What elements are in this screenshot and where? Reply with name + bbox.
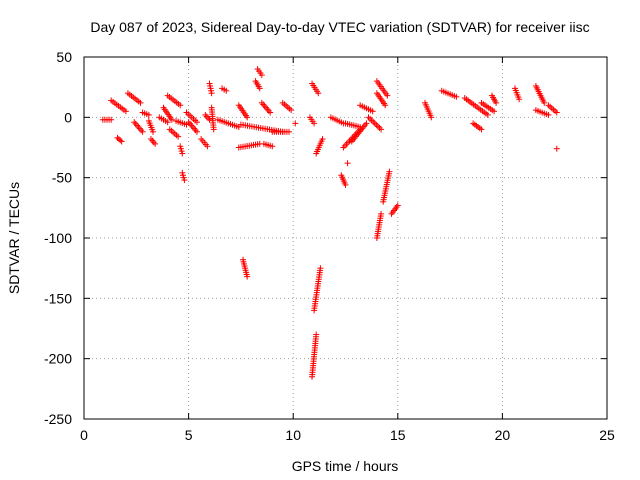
data-point — [378, 210, 385, 217]
data-point — [317, 265, 324, 272]
y-tick-label: -50 — [52, 170, 72, 186]
data-point — [118, 138, 125, 145]
data-point — [117, 137, 124, 144]
data-point — [267, 109, 274, 116]
data-point — [344, 160, 351, 167]
data-point — [319, 136, 326, 143]
data-point — [453, 93, 460, 100]
data-point — [313, 331, 320, 338]
data-point — [139, 128, 146, 135]
data-point — [175, 133, 182, 140]
data-point — [363, 120, 370, 127]
x-tick-label: 15 — [390, 427, 406, 443]
x-tick-label: 25 — [599, 427, 615, 443]
data-point — [208, 90, 215, 97]
data-point — [553, 145, 560, 152]
data-point — [493, 99, 500, 106]
data-point — [382, 102, 389, 109]
data-point — [491, 108, 498, 115]
data-points — [99, 66, 560, 380]
data-point — [370, 118, 377, 125]
data-point — [516, 96, 523, 103]
y-tick-label: -150 — [44, 290, 72, 306]
x-tick-label: 20 — [495, 427, 511, 443]
y-axis-label: SDTVAR / TECUs — [6, 182, 22, 294]
data-point — [292, 120, 299, 127]
data-point — [368, 117, 375, 124]
data-point — [378, 126, 385, 133]
data-point — [206, 116, 213, 123]
plot-frame — [83, 56, 608, 420]
data-point — [223, 87, 230, 94]
data-point — [371, 120, 378, 127]
data-point — [394, 202, 401, 209]
data-point — [367, 115, 374, 122]
data-point — [168, 116, 175, 123]
data-point — [376, 124, 383, 131]
data-point — [179, 150, 186, 157]
data-point — [484, 111, 491, 118]
y-tick-label: -100 — [44, 230, 72, 246]
data-point — [286, 128, 293, 135]
data-point — [315, 90, 322, 97]
data-point — [193, 119, 200, 126]
y-tick-label: -250 — [44, 411, 72, 427]
x-tick-label: 0 — [80, 427, 88, 443]
data-point — [145, 111, 152, 118]
data-point — [269, 143, 276, 150]
data-point — [545, 111, 552, 118]
data-point — [478, 126, 485, 133]
data-point — [386, 168, 393, 175]
data-point — [244, 273, 251, 280]
y-tick-label: 0 — [64, 109, 72, 125]
data-point — [210, 126, 217, 133]
data-point — [374, 123, 381, 130]
data-point — [258, 72, 265, 79]
data-point — [369, 108, 376, 115]
data-point — [541, 99, 548, 106]
data-point — [164, 119, 171, 126]
x-tick-label: 5 — [185, 427, 193, 443]
y-tick-label: -200 — [44, 351, 72, 367]
data-point — [342, 181, 349, 188]
data-point — [428, 114, 435, 121]
data-point — [152, 140, 159, 147]
x-tick-label: 10 — [285, 427, 301, 443]
data-point — [204, 143, 211, 150]
data-point — [244, 114, 251, 121]
axis-ticks: 0 5 10 15 20 25 -250 -200 -150 -100 -50 0 50 — [44, 49, 615, 443]
data-point — [256, 85, 263, 92]
x-axis-label: GPS time / hours — [292, 458, 399, 474]
data-point — [122, 108, 129, 115]
data-point — [288, 107, 295, 114]
y-tick-label: 50 — [56, 49, 72, 65]
data-point — [311, 120, 318, 127]
data-point — [137, 99, 144, 106]
data-point — [181, 177, 188, 184]
data-point — [193, 128, 200, 135]
chart-title: Day 087 of 2023, Sidereal Day-to-day VTE… — [90, 19, 589, 35]
data-point — [365, 114, 372, 121]
data-point — [553, 109, 560, 116]
data-point — [373, 121, 380, 128]
data-point — [384, 92, 391, 99]
data-point — [150, 128, 157, 135]
gridlines — [84, 57, 607, 419]
data-point — [177, 102, 184, 109]
data-point — [108, 116, 115, 123]
